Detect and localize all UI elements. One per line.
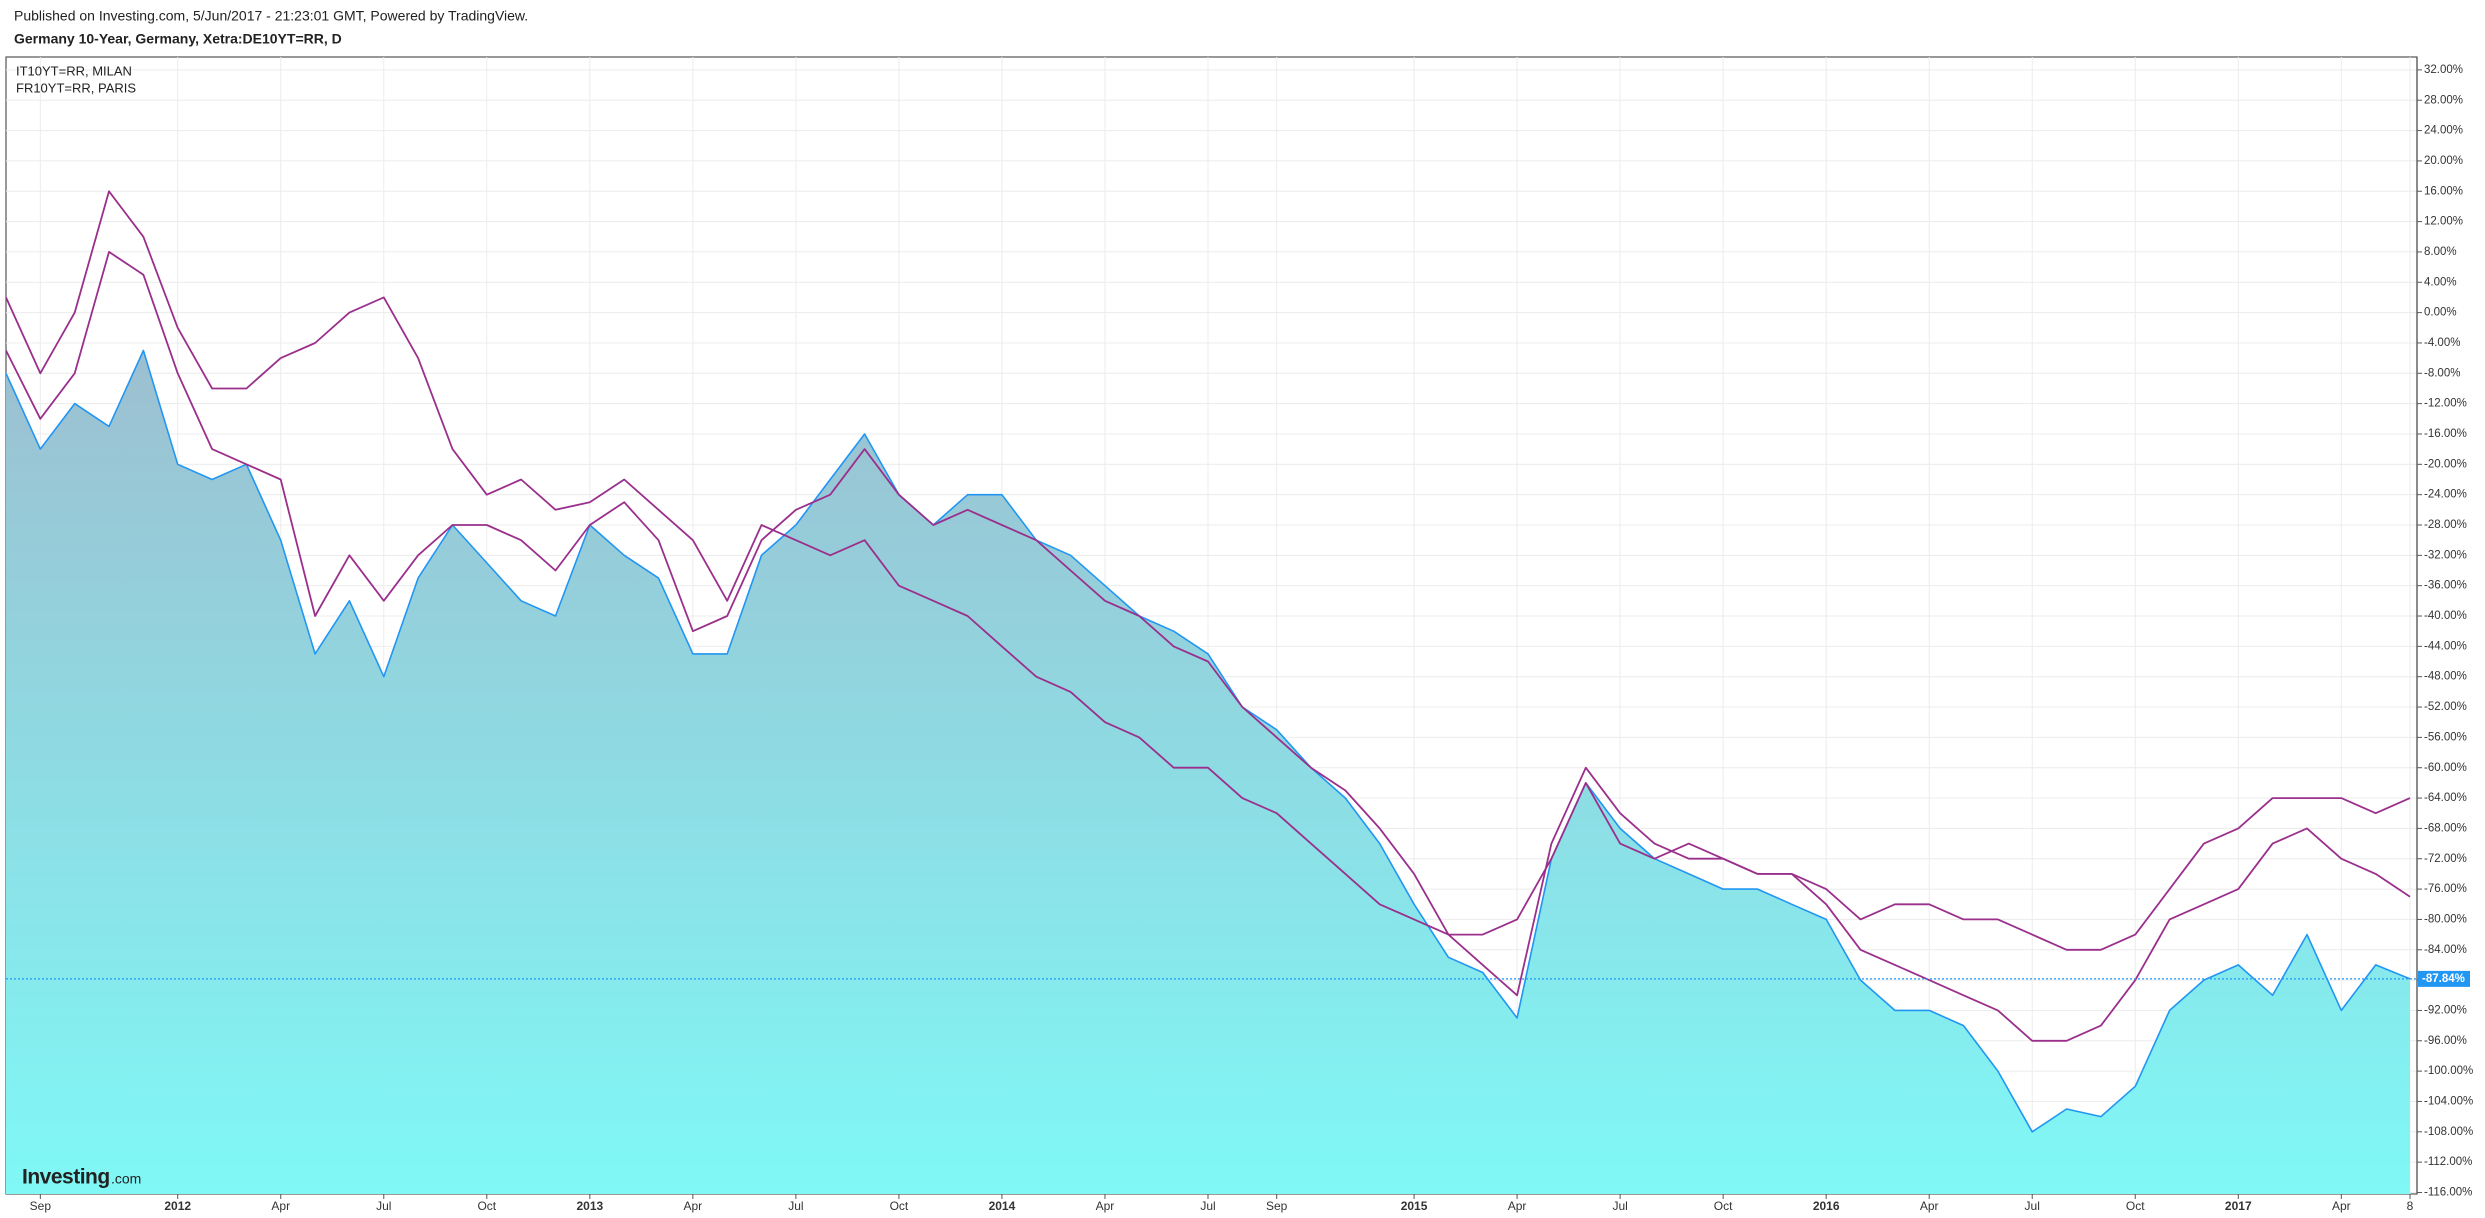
x-tick-label: Sep bbox=[30, 1199, 52, 1213]
y-tick-label: 16.00% bbox=[2424, 185, 2463, 197]
y-tick-label: -36.00% bbox=[2424, 580, 2467, 592]
x-tick-label: 8 bbox=[2407, 1199, 2414, 1213]
y-tick-label: 12.00% bbox=[2424, 216, 2463, 228]
y-tick-label: 32.00% bbox=[2424, 64, 2463, 76]
x-tick-label: Apr bbox=[684, 1199, 703, 1213]
y-tick-label: -100.00% bbox=[2424, 1065, 2473, 1077]
x-tick-label: Jul bbox=[1612, 1199, 1627, 1213]
line bbox=[6, 251, 2411, 1042]
x-tick-label: 2014 bbox=[989, 1199, 1016, 1213]
current-value-label: -87.84% bbox=[2422, 973, 2465, 985]
y-tick-label: -92.00% bbox=[2424, 1004, 2467, 1016]
x-tick-label: Oct bbox=[1714, 1199, 1733, 1213]
watermark-suffix: .com bbox=[111, 1171, 141, 1187]
x-tick-label: Apr bbox=[1508, 1199, 1527, 1213]
y-tick-label: -24.00% bbox=[2424, 489, 2467, 501]
y-tick-label: -96.00% bbox=[2424, 1035, 2467, 1047]
x-tick-label: Oct bbox=[2126, 1199, 2145, 1213]
line bbox=[6, 349, 2411, 1133]
y-tick-label: -112.00% bbox=[2424, 1156, 2472, 1168]
y-tick-label: -16.00% bbox=[2424, 428, 2467, 440]
y-tick-label: 24.00% bbox=[2424, 125, 2463, 137]
y-tick-label: -104.00% bbox=[2424, 1095, 2473, 1107]
y-tick-label: -84.00% bbox=[2424, 944, 2467, 956]
y-tick-label: -28.00% bbox=[2424, 519, 2467, 531]
x-tick-label: 2017 bbox=[2225, 1199, 2252, 1213]
y-tick-label: -8.00% bbox=[2424, 367, 2460, 379]
y-tick-label: -40.00% bbox=[2424, 610, 2467, 622]
y-tick-label: -56.00% bbox=[2424, 731, 2467, 743]
chart-title: Germany 10-Year, Germany, Xetra:DE10YT=R… bbox=[14, 31, 342, 47]
y-tick-label: -76.00% bbox=[2424, 883, 2467, 895]
x-tick-label: Jul bbox=[1200, 1199, 1215, 1213]
x-tick-label: Sep bbox=[1266, 1199, 1288, 1213]
watermark: Investing .com bbox=[22, 1166, 141, 1189]
y-tick-label: -32.00% bbox=[2424, 549, 2467, 561]
y-tick-label: 28.00% bbox=[2424, 94, 2463, 106]
x-tick-label: 2012 bbox=[164, 1199, 191, 1213]
y-tick-label: -64.00% bbox=[2424, 792, 2467, 804]
y-tick-label: 4.00% bbox=[2424, 276, 2457, 288]
y-tick-label: -4.00% bbox=[2424, 337, 2460, 349]
line bbox=[6, 190, 2411, 951]
legend-entry: IT10YT=RR, MILAN bbox=[16, 63, 132, 78]
x-tick-label: 2015 bbox=[1401, 1199, 1428, 1213]
x-tick-label: Jul bbox=[376, 1199, 391, 1213]
y-tick-label: -108.00% bbox=[2424, 1126, 2473, 1138]
x-tick-label: Oct bbox=[477, 1199, 496, 1213]
y-tick-label: -44.00% bbox=[2424, 640, 2467, 652]
y-tick-label: -68.00% bbox=[2424, 822, 2467, 834]
y-tick-label: -12.00% bbox=[2424, 398, 2467, 410]
watermark-brand: Investing bbox=[22, 1166, 110, 1189]
y-tick-label: -48.00% bbox=[2424, 671, 2467, 683]
plot-area bbox=[6, 190, 2417, 1194]
y-tick-label: -72.00% bbox=[2424, 853, 2467, 865]
x-tick-label: Apr bbox=[1096, 1199, 1115, 1213]
x-tick-label: Apr bbox=[1920, 1199, 1939, 1213]
y-tick-label: 8.00% bbox=[2424, 246, 2457, 258]
y-tick-label: -60.00% bbox=[2424, 762, 2467, 774]
y-tick-label: -52.00% bbox=[2424, 701, 2467, 713]
y-tick-label: 0.00% bbox=[2424, 307, 2457, 319]
area bbox=[6, 350, 2410, 1194]
legend-entry: FR10YT=RR, PARIS bbox=[16, 80, 136, 95]
x-tick-label: Apr bbox=[271, 1199, 290, 1213]
y-tick-label: -116.00% bbox=[2424, 1187, 2472, 1199]
x-tick-label: Jul bbox=[788, 1199, 803, 1213]
x-tick-label: Oct bbox=[890, 1199, 909, 1213]
published-note: Published on Investing.com, 5/Jun/2017 -… bbox=[14, 8, 528, 24]
x-tick-label: 2013 bbox=[576, 1199, 603, 1213]
y-tick-label: 20.00% bbox=[2424, 155, 2463, 167]
x-tick-label: Jul bbox=[2025, 1199, 2040, 1213]
legend: IT10YT=RR, MILAN FR10YT=RR, PARIS bbox=[16, 63, 136, 95]
x-tick-label: 2016 bbox=[1813, 1199, 1840, 1213]
x-tick-label: Apr bbox=[2332, 1199, 2351, 1213]
current-value-box bbox=[2418, 970, 2470, 987]
y-tick-label: -80.00% bbox=[2424, 913, 2467, 925]
y-tick-label: -20.00% bbox=[2424, 458, 2467, 470]
axes: 32.00% 28.00% 24.00% 20.00% 16.00% 12.00% 8.00… bbox=[30, 57, 2473, 1213]
